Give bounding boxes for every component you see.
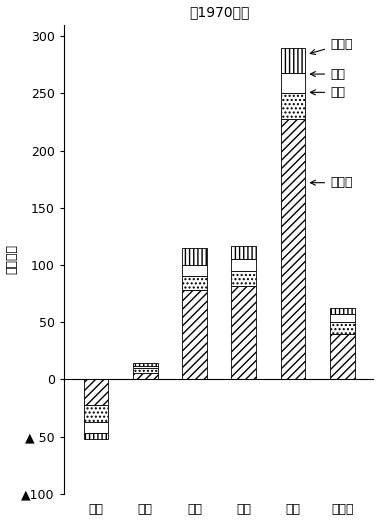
Bar xyxy=(330,314,355,322)
Text: 通学: 通学 xyxy=(310,67,345,80)
Title: （1970年）: （1970年） xyxy=(189,6,249,19)
Bar xyxy=(133,365,158,368)
Bar xyxy=(84,405,108,422)
Bar xyxy=(281,73,306,93)
Bar xyxy=(133,363,158,365)
Bar xyxy=(84,422,108,433)
Bar xyxy=(84,433,108,439)
Bar xyxy=(84,379,108,405)
Bar xyxy=(231,245,256,259)
Bar xyxy=(133,373,158,379)
Bar xyxy=(182,265,207,277)
Bar xyxy=(231,271,256,286)
Bar xyxy=(182,290,207,379)
Bar xyxy=(330,334,355,379)
Bar xyxy=(231,259,256,271)
Text: 就業者: 就業者 xyxy=(310,176,353,189)
Bar xyxy=(133,368,158,373)
Bar xyxy=(182,277,207,290)
Bar xyxy=(231,286,256,379)
Text: その他: その他 xyxy=(310,38,353,54)
Text: 家事: 家事 xyxy=(310,86,345,99)
Bar xyxy=(281,118,306,379)
Bar xyxy=(281,48,306,73)
Bar xyxy=(182,248,207,265)
Bar xyxy=(330,309,355,314)
Bar xyxy=(330,322,355,334)
Y-axis label: （千人）: （千人） xyxy=(6,244,19,274)
Bar xyxy=(281,93,306,118)
